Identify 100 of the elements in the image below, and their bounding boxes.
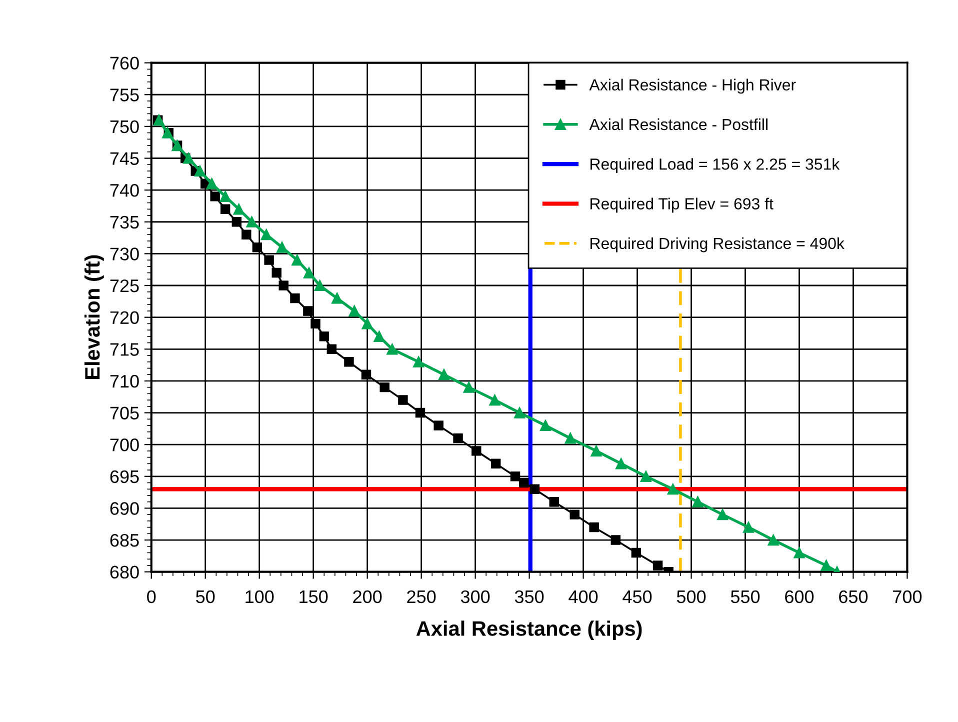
point (472, 446, 482, 456)
point (232, 217, 242, 227)
point (319, 332, 329, 342)
point (570, 510, 580, 520)
point (514, 407, 526, 418)
y-tick-label: 745 (110, 152, 139, 165)
point (564, 432, 576, 444)
point (246, 216, 258, 228)
point (242, 230, 252, 240)
y-axis-title: Elevation (ft) (84, 255, 104, 379)
legend-label: Required Tip Elev = 693 ft (590, 198, 774, 213)
y-tick-label: 710 (110, 374, 139, 388)
point (510, 472, 520, 482)
point (194, 165, 206, 177)
point (589, 522, 599, 532)
point (453, 433, 463, 444)
point (667, 484, 678, 495)
x-tick-label: 550 (730, 590, 760, 604)
point (292, 254, 303, 266)
point (272, 268, 282, 278)
point (489, 394, 500, 406)
point (398, 395, 408, 405)
point (610, 535, 621, 545)
y-tick-label: 720 (110, 311, 139, 324)
point (344, 356, 354, 367)
legend-label: Required Driving Resistance = 490k (590, 237, 844, 252)
x-tick-label: 250 (407, 590, 436, 604)
legend-label: Axial Resistance - Postfill (589, 118, 768, 130)
point (252, 242, 262, 252)
point (220, 204, 230, 214)
point (463, 382, 474, 393)
point (332, 292, 343, 304)
point (326, 344, 337, 354)
point (415, 408, 426, 418)
x-tick-label: 200 (353, 590, 382, 604)
point (276, 242, 288, 253)
point (314, 280, 326, 292)
point (362, 318, 373, 330)
point (290, 293, 300, 304)
point (717, 509, 728, 520)
x-axis-title: Axial Resistance (kips) (416, 620, 642, 640)
point (206, 178, 218, 190)
point (490, 458, 501, 469)
x-tick-label: 600 (785, 590, 814, 604)
point (616, 458, 627, 470)
x-tick-label: 100 (246, 590, 274, 604)
point (210, 192, 220, 202)
point (413, 356, 424, 368)
x-tick-label: 150 (300, 590, 328, 604)
y-tick-label: 760 (110, 56, 139, 70)
y-tick-label: 705 (110, 406, 139, 420)
point (742, 522, 754, 533)
point (631, 548, 642, 558)
y-tick-label: 730 (110, 248, 139, 260)
point (519, 478, 529, 488)
point (233, 204, 244, 215)
legend-label: Required Load = 156 x 2.25 = 351k (590, 158, 840, 173)
point (303, 267, 315, 278)
point (768, 534, 779, 546)
point (264, 255, 274, 265)
point (549, 496, 559, 507)
y-tick-label: 740 (110, 184, 139, 197)
y-tick-label: 725 (110, 279, 139, 292)
y-tick-label: 700 (110, 438, 139, 452)
point (260, 229, 272, 240)
point (640, 470, 652, 482)
x-tick-label: 500 (676, 590, 706, 604)
point (220, 190, 231, 202)
y-tick-label: 735 (110, 216, 139, 229)
y-tick-label: 750 (110, 120, 139, 134)
x-tick-label: 400 (568, 590, 598, 604)
point (303, 306, 313, 316)
x-tick-label: 450 (622, 590, 652, 604)
point (310, 318, 320, 329)
point (692, 496, 704, 508)
legend-label: Axial Resistance - High River (589, 78, 796, 94)
point (380, 382, 390, 392)
y-tick-label: 715 (110, 343, 139, 356)
point (820, 560, 832, 572)
y-tick-label: 685 (110, 534, 139, 547)
y-tick-label: 680 (110, 566, 139, 579)
point (590, 445, 602, 456)
point (530, 484, 540, 494)
point (361, 370, 372, 380)
x-tick-label: 350 (514, 590, 544, 604)
y-tick-label: 755 (110, 88, 139, 102)
point (540, 420, 552, 432)
point (438, 369, 450, 380)
y-tick-label: 690 (110, 502, 139, 515)
point (794, 547, 805, 558)
point (434, 420, 444, 430)
point (278, 280, 288, 290)
x-tick-label: 650 (839, 590, 868, 604)
x-tick-label: 50 (196, 590, 215, 604)
x-tick-label: 0 (147, 590, 156, 604)
point (386, 344, 398, 355)
point (348, 305, 360, 317)
point (374, 330, 385, 342)
point (183, 152, 194, 164)
x-tick-label: 700 (893, 590, 922, 604)
